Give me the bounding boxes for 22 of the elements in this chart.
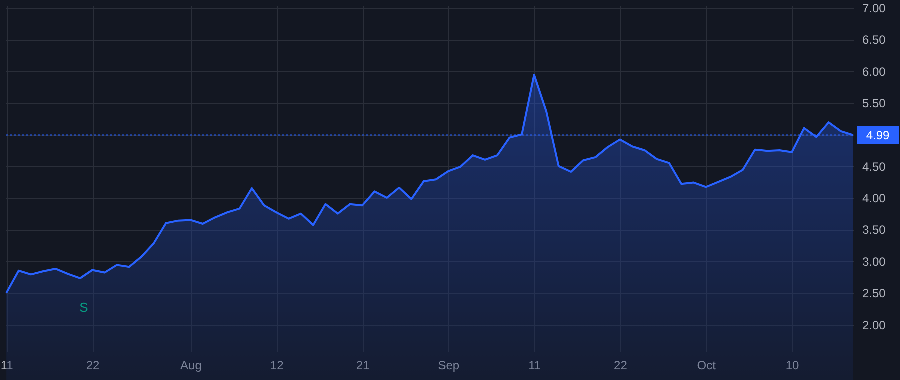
x-tick-label: Sep xyxy=(438,358,460,372)
x-tick-label: 21 xyxy=(356,358,370,372)
annotation: S xyxy=(80,300,89,315)
x-tick-label: Aug xyxy=(180,358,202,372)
y-tick-label: 6.50 xyxy=(862,33,886,48)
ref-line-label: 4.99 xyxy=(866,128,890,142)
x-tick-label: 10 xyxy=(786,358,800,372)
y-tick-label: 2.00 xyxy=(862,318,886,332)
x-tick-label: 22 xyxy=(614,358,628,372)
x-tick-label: 22 xyxy=(86,358,100,372)
y-tick-label: 4.50 xyxy=(862,160,886,174)
x-tick-label: Oct xyxy=(697,358,717,372)
y-tick-label: 2.50 xyxy=(862,286,886,301)
x-tick-label: 11 xyxy=(0,358,14,372)
x-tick-label: 11 xyxy=(528,358,542,372)
y-tick-label: 3.00 xyxy=(862,254,886,269)
y-tick-label: 6.00 xyxy=(862,64,886,79)
y-tick-label: 3.50 xyxy=(862,223,886,238)
x-tick-label: 12 xyxy=(270,358,284,372)
y-tick-label: 4.00 xyxy=(862,192,886,206)
y-tick-label: 7.00 xyxy=(862,1,886,16)
y-tick-label: 5.50 xyxy=(862,96,886,110)
